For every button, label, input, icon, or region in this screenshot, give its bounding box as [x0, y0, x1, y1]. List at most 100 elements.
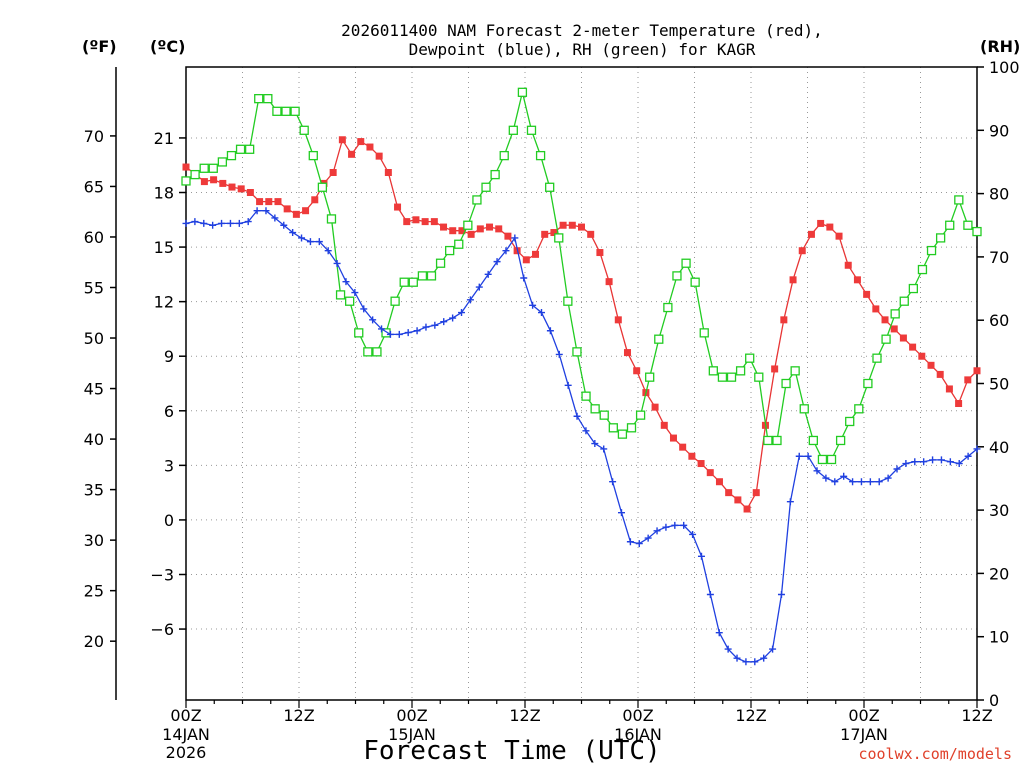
dewpoint-point — [715, 629, 723, 637]
celsius-tick-label: −3 — [150, 565, 174, 584]
rh-point — [826, 454, 837, 465]
temperature-point — [375, 152, 383, 160]
rh-point — [863, 378, 873, 389]
temperature-point — [955, 400, 963, 408]
dewpoint-point — [466, 296, 474, 304]
rh-point — [472, 195, 482, 205]
temperature-point — [936, 370, 944, 378]
dewpoint-point — [493, 258, 501, 266]
temperature-point — [467, 230, 475, 238]
dewpoint-point — [555, 350, 563, 358]
rh-tick-label: 100 — [989, 58, 1020, 77]
temperature-point — [311, 196, 319, 204]
rh-point — [581, 391, 591, 401]
temperature-point — [899, 334, 907, 342]
chart-title: 2026011400 NAM Forecast 2-meter Temperat… — [341, 21, 823, 59]
rh-point — [426, 271, 437, 281]
temperature-point — [826, 223, 834, 231]
rh-point — [699, 328, 709, 338]
temperature-point — [743, 505, 751, 513]
dewpoint-point — [911, 458, 919, 466]
temperature-point — [844, 261, 852, 269]
dewpoint-point — [777, 591, 785, 598]
temperature-point — [348, 150, 356, 158]
dewpoint-point — [564, 381, 572, 389]
celsius-tick-label: 3 — [164, 456, 174, 475]
fahrenheit-tick-label: 55 — [84, 278, 104, 297]
dewpoint-point — [724, 645, 732, 653]
celsius-tick-label: 0 — [164, 511, 174, 530]
fahrenheit-tick-label: 45 — [84, 380, 104, 399]
rh-point — [326, 214, 337, 224]
dewpoint-point — [520, 274, 528, 282]
rh-point — [454, 239, 464, 249]
dewpoint-point — [360, 305, 368, 313]
rh-point — [345, 296, 355, 306]
rh-point — [526, 125, 537, 135]
temperature-point — [541, 230, 549, 238]
temperature-point — [706, 469, 714, 477]
dewpoint-point — [253, 207, 261, 215]
dewpoint-point — [609, 478, 617, 486]
dewpoint-point — [182, 219, 190, 227]
rh-point — [335, 290, 346, 300]
rh-point — [372, 347, 382, 357]
temperature-point — [725, 489, 733, 497]
dewpoint-point — [209, 221, 217, 229]
dewpoint-point — [244, 218, 252, 226]
temperature-point — [633, 367, 641, 375]
rh-point — [490, 169, 500, 180]
dewpoint-point — [306, 238, 314, 246]
rh-point — [308, 150, 318, 161]
dewpoint-point — [333, 259, 341, 267]
celsius-tick-label: −6 — [150, 620, 174, 639]
dewpoint-point — [840, 472, 848, 480]
temperature-point — [384, 169, 392, 176]
celsius-tick-label: 9 — [164, 347, 174, 366]
temperature-point — [237, 185, 245, 193]
rh-point — [681, 258, 691, 268]
plot-frame — [185, 66, 978, 701]
rh-point — [181, 176, 191, 186]
temperature-point — [440, 223, 448, 231]
rh-point — [517, 87, 528, 97]
fahrenheit-tick-label: 60 — [84, 228, 104, 247]
rh-point — [445, 245, 455, 256]
time-tick-label: 12Z — [961, 706, 992, 725]
dewpoint-point — [191, 218, 199, 226]
temperature-point — [366, 143, 374, 151]
rh-point — [726, 372, 737, 382]
temperature-point — [495, 225, 503, 233]
dewpoint-point — [769, 645, 777, 653]
rh-point — [708, 366, 718, 376]
rh-point — [235, 144, 246, 154]
rh-point — [545, 182, 555, 192]
temperature-point — [182, 163, 190, 171]
rh-point — [817, 454, 828, 465]
rh-tick-label: 90 — [989, 121, 1009, 140]
series-layer — [181, 87, 982, 666]
dewpoint-point — [902, 460, 910, 468]
fahrenheit-tick-label: 65 — [84, 177, 104, 196]
temperature-point — [853, 276, 861, 284]
temperature-point — [338, 136, 346, 144]
dewpoint-point — [600, 445, 608, 453]
rh-point — [945, 220, 955, 230]
rh-tick-label: 50 — [989, 375, 1009, 394]
rh-point — [717, 372, 728, 382]
rh-point — [499, 150, 509, 161]
dewpoint-point — [449, 314, 457, 322]
dewpoint-point — [369, 316, 377, 324]
date-label: 17JAN — [840, 725, 888, 744]
temperature-point — [596, 249, 604, 257]
dewpoint-point — [538, 309, 546, 317]
fahrenheit-tick-label: 50 — [84, 329, 104, 348]
rh-point — [754, 372, 764, 382]
rh-point — [672, 271, 682, 281]
temperature-point — [587, 230, 595, 238]
fahrenheit-tick-label: 30 — [84, 531, 104, 550]
temperature-point — [669, 434, 677, 442]
rh-tick-label: 40 — [989, 438, 1009, 457]
dewpoint-point — [697, 552, 705, 560]
temperature-point — [715, 478, 723, 486]
